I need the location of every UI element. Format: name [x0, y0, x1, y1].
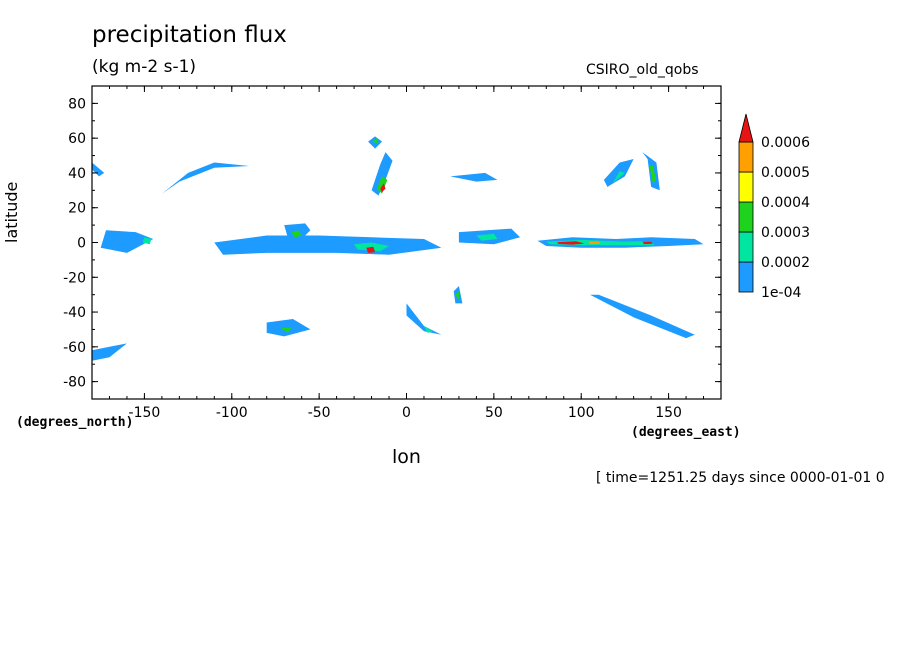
- contour-north-atlantic-storm: [371, 152, 393, 196]
- y-tick-label: -20: [63, 270, 86, 286]
- contour-asia-front-core: [612, 171, 625, 184]
- x-tick-label: 0: [402, 405, 411, 421]
- colorbar-swatch: [738, 171, 754, 203]
- y-tick-label: -60: [63, 340, 86, 356]
- time-label: [ time=1251.25 days since 0000-01-01 0: [596, 470, 885, 486]
- colorbar-label: 0.0006: [761, 135, 810, 151]
- contour-iceland-low: [368, 136, 382, 149]
- colorbar-swatch: [738, 201, 754, 233]
- colorbar-label: 0.0004: [761, 195, 810, 211]
- y-tick-label: 40: [68, 166, 86, 182]
- y-tick-label: 60: [68, 131, 86, 147]
- contour-south-atlantic-front: [406, 303, 442, 335]
- contour-regions: [92, 136, 704, 361]
- x-axis-label: lon: [392, 446, 421, 468]
- chart-title: precipitation flux: [92, 22, 287, 48]
- contour-southwest-corner-low: [92, 343, 127, 361]
- contour-itcz-far-west-core: [142, 237, 152, 245]
- y-tick-label: 80: [68, 96, 86, 112]
- y-tick-label: -40: [63, 305, 86, 321]
- contour-itcz-east-pacific-core: [291, 230, 302, 238]
- contour-itcz-west-pacific-max1: [556, 241, 585, 245]
- contour-itcz-central-core: [476, 233, 498, 241]
- colorbar-label: 0.0005: [761, 165, 810, 181]
- chart-units: (kg m-2 s-1): [92, 57, 197, 77]
- contour-south-america-low-core: [280, 327, 292, 333]
- y-tick-label: 0: [77, 236, 86, 252]
- colorbar-swatch: [738, 231, 754, 263]
- y-axis-units: (degrees_north): [16, 415, 134, 430]
- colorbar-swatch: [738, 261, 754, 293]
- contour-itcz-far-west: [100, 230, 154, 253]
- contour-itcz-atlantic-max: [366, 246, 376, 253]
- x-tick-label: -50: [308, 405, 331, 421]
- colorbar-top-arrow: [738, 113, 754, 143]
- contour-itcz-west-pacific-max3: [642, 241, 653, 245]
- contour-south-pacific-front: [590, 294, 695, 339]
- colorbar-label: 1e-04: [761, 285, 801, 301]
- x-axis-units: (degrees_east): [631, 425, 741, 440]
- y-tick-label: 20: [68, 201, 86, 217]
- x-tick-label: 50: [485, 405, 503, 421]
- contour-africa-south-core: [455, 291, 459, 300]
- contour-itcz-atlantic-africa: [214, 235, 442, 255]
- colorbar-label: 0.0002: [761, 255, 810, 271]
- contour-japan-front-core: [649, 166, 657, 184]
- colorbar: 1e-04 0.0002 0.0003 0.0004 0.0005 0.0006: [738, 113, 810, 301]
- contour-med-front: [450, 172, 498, 182]
- contour-itcz-atlantic-core: [354, 242, 389, 252]
- contour-north-pacific-front: [161, 162, 250, 194]
- model-label: CSIRO_old_qobs: [586, 62, 699, 78]
- x-tick-label: -150: [129, 405, 161, 421]
- contour-north-atlantic-storm-max: [380, 183, 386, 193]
- x-tick-label: -100: [216, 405, 248, 421]
- contour-itcz-west-pacific-max2: [588, 241, 601, 245]
- colorbar-swatch: [738, 141, 754, 173]
- colorbar-label: 0.0003: [761, 225, 810, 241]
- contour-north-atlantic-storm-core: [376, 176, 388, 194]
- x-tick-label: 150: [655, 405, 682, 421]
- contour-south-atlantic-front-core: [424, 326, 433, 333]
- contour-iceland-low-core: [371, 138, 379, 144]
- contour-northwest-corner: [92, 162, 105, 177]
- y-tick-label: -80: [63, 375, 86, 391]
- x-tick-label: 100: [568, 405, 595, 421]
- axis-ticks: -150 -100 -50 0 50 100 150 80 60 40 20 0 -20 -40 -60 -8…: [63, 85, 722, 421]
